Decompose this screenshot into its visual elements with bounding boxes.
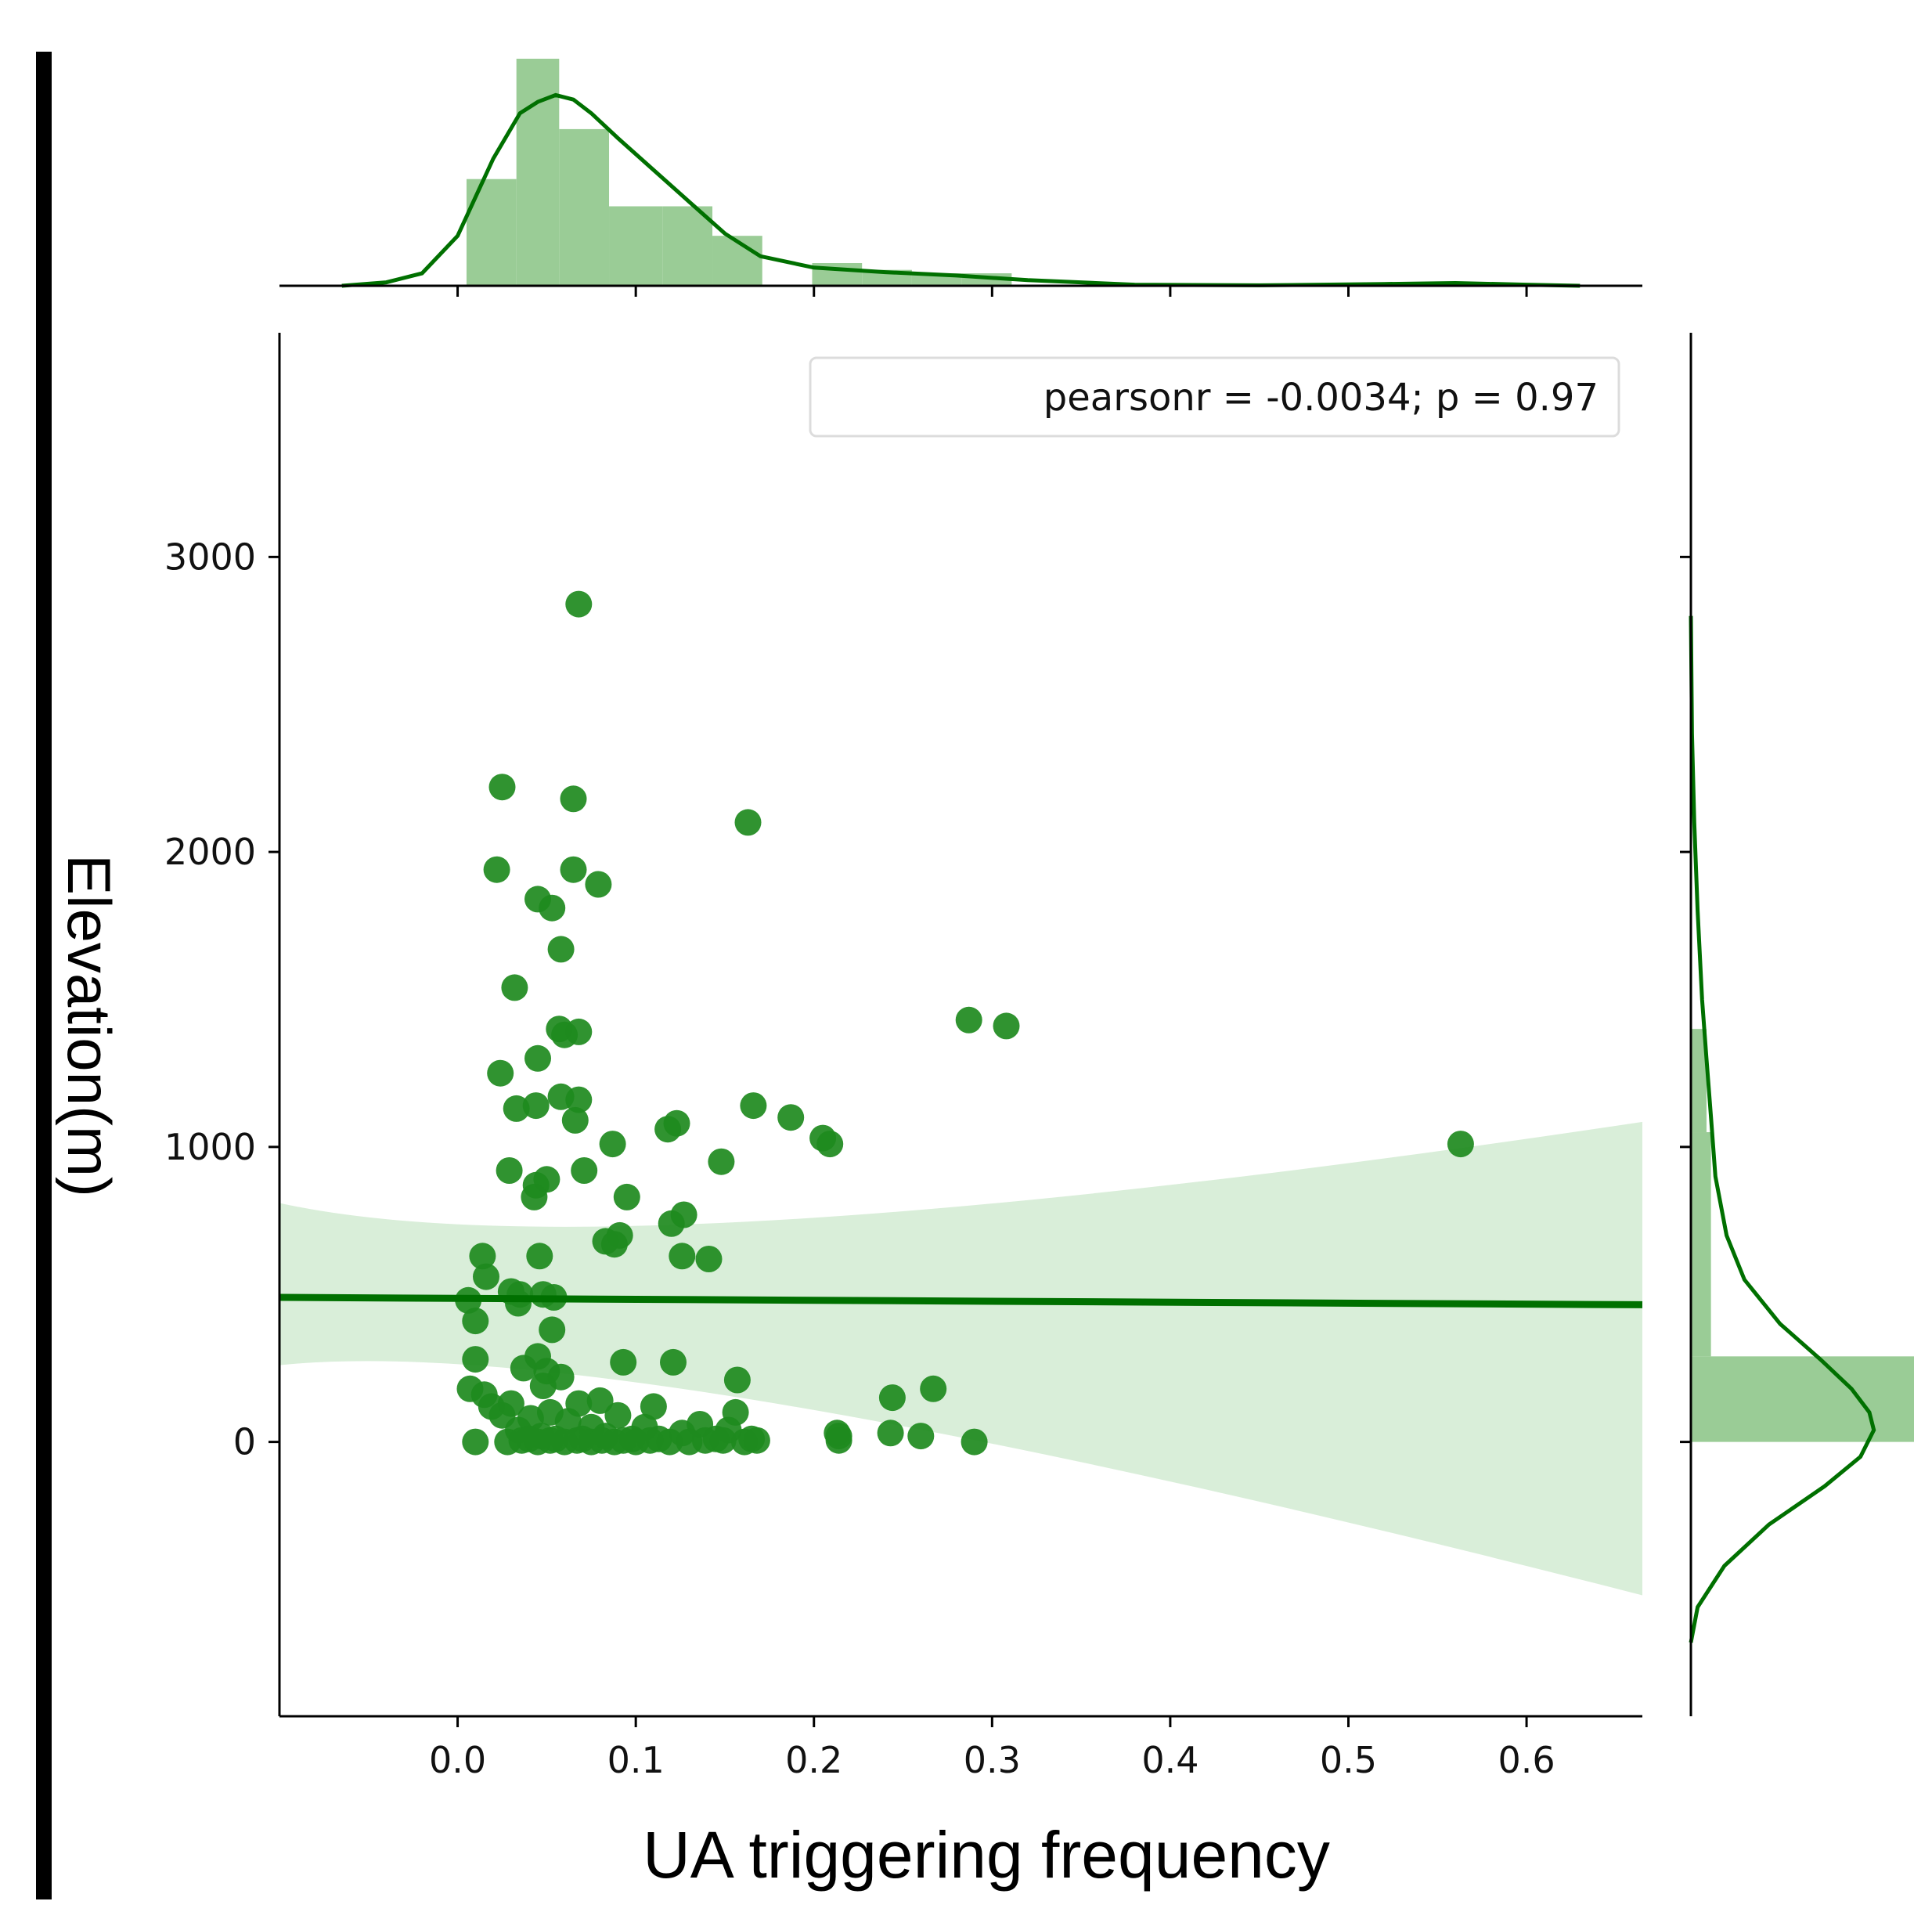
scatter-point xyxy=(469,1243,496,1270)
x-tick-label: 0.6 xyxy=(1498,1739,1555,1781)
scatter-point xyxy=(878,1384,906,1412)
scatter-point xyxy=(695,1246,723,1272)
scatter-point xyxy=(961,1428,988,1456)
scatter-point xyxy=(588,1427,615,1454)
x-marginal-histogram xyxy=(279,59,1642,297)
scatter-point xyxy=(529,1373,557,1399)
scatter-point xyxy=(955,1006,982,1034)
scatter-point xyxy=(877,1420,904,1447)
scatter-point xyxy=(539,1316,566,1344)
scatter-point xyxy=(560,856,587,883)
scatter-point xyxy=(740,1092,767,1120)
scatter-point xyxy=(723,1366,751,1394)
scatter-point xyxy=(565,1018,593,1045)
scatter-point xyxy=(604,1402,632,1429)
scatter-point xyxy=(526,1243,553,1270)
x-tick-label: 0.4 xyxy=(1141,1739,1198,1781)
scatter-point xyxy=(613,1183,640,1210)
x-tick-label: 0.2 xyxy=(785,1739,842,1781)
scatter-point xyxy=(522,1092,550,1120)
x-marginal-bar xyxy=(662,206,713,286)
y-marginal-histogram xyxy=(1680,333,1914,1716)
scatter-point xyxy=(734,809,762,836)
scatter-point xyxy=(521,1183,548,1210)
y-marginal-kde xyxy=(1689,615,1876,1643)
x-tick-label: 0.1 xyxy=(607,1739,665,1781)
scatter-point xyxy=(571,1157,598,1184)
x-tick-label: 0.0 xyxy=(429,1739,486,1781)
scatter-point xyxy=(610,1427,637,1454)
scatter-point xyxy=(524,1044,551,1072)
legend-text: pearsonr = -0.0034; p = 0.97 xyxy=(1043,376,1599,420)
scatter-point xyxy=(669,1243,696,1270)
axes: 0.0 0.1 0.2 0.3 0.4 0.5 0.6 0 1000 2000 3000 xyxy=(164,333,1642,1781)
scatter-point xyxy=(640,1393,667,1420)
scatter-point xyxy=(483,856,510,883)
x-axis-label: UA triggering frequency xyxy=(643,1818,1330,1892)
scatter-point xyxy=(565,1086,593,1113)
scatter-point xyxy=(907,1423,935,1450)
left-border-bar xyxy=(36,52,52,1899)
scatter-point xyxy=(585,871,612,898)
scatter-point xyxy=(660,1348,687,1376)
y-tick-label: 3000 xyxy=(164,536,256,578)
scatter-point xyxy=(816,1131,844,1158)
scatter-point xyxy=(539,894,566,922)
x-marginal-bar xyxy=(516,59,560,286)
scatter-point xyxy=(462,1346,489,1373)
scatter-point xyxy=(547,936,575,963)
y-marginal-bar xyxy=(1691,1029,1707,1133)
scatter-point xyxy=(510,1355,537,1382)
scatter-point xyxy=(462,1428,489,1456)
scatter-point xyxy=(658,1210,685,1237)
legend: pearsonr = -0.0034; p = 0.97 xyxy=(809,356,1620,438)
scatter-point xyxy=(600,1231,628,1258)
scatter-point xyxy=(993,1012,1020,1040)
scatter-point xyxy=(565,590,593,618)
scatter-point xyxy=(1447,1131,1474,1158)
scatter-point xyxy=(487,1059,514,1087)
scatter-point xyxy=(656,1428,683,1456)
scatter-point xyxy=(636,1427,664,1454)
legend-box xyxy=(809,356,1620,438)
x-tick-label: 0.5 xyxy=(1320,1739,1377,1781)
scatter-point xyxy=(599,1131,626,1158)
x-marginal-bar xyxy=(466,179,517,286)
scatter-point xyxy=(501,974,528,1001)
scatter-point xyxy=(586,1387,614,1414)
scatter-point xyxy=(743,1427,770,1454)
main-scatter-plot xyxy=(279,590,1643,1596)
scatter-point xyxy=(508,1427,535,1454)
scatter-point xyxy=(473,1263,499,1290)
x-marginal-bar xyxy=(609,206,663,286)
y-marginal-bar xyxy=(1691,1356,1914,1442)
scatter-point xyxy=(462,1308,489,1335)
scatter-point xyxy=(825,1427,852,1454)
scatter-point xyxy=(503,1095,530,1122)
y-tick-label: 2000 xyxy=(164,831,256,873)
x-marginal-bar xyxy=(559,128,610,286)
regression-line xyxy=(279,1293,1643,1308)
y-tick-label: 1000 xyxy=(164,1126,256,1168)
scatter-point xyxy=(505,1290,532,1317)
scatter-point xyxy=(777,1104,805,1131)
scatter-point xyxy=(564,1427,591,1454)
scatter-point xyxy=(709,1427,737,1454)
x-marginal-bar xyxy=(712,236,762,286)
scatter-point xyxy=(610,1348,637,1376)
y-marginal-bar xyxy=(1691,1132,1711,1357)
scatter-point xyxy=(561,1106,589,1134)
scatter-point xyxy=(654,1116,682,1143)
x-tick-label: 0.3 xyxy=(964,1739,1021,1781)
scatter-point xyxy=(708,1148,735,1175)
scatter-point xyxy=(560,785,587,813)
y-tick-label: 0 xyxy=(233,1421,256,1463)
scatter-point xyxy=(488,774,516,801)
y-axis-label: Elevation(m) xyxy=(55,854,124,1197)
scatter-point xyxy=(920,1375,947,1402)
scatter-point xyxy=(536,1427,564,1454)
scatter-point xyxy=(496,1157,523,1184)
